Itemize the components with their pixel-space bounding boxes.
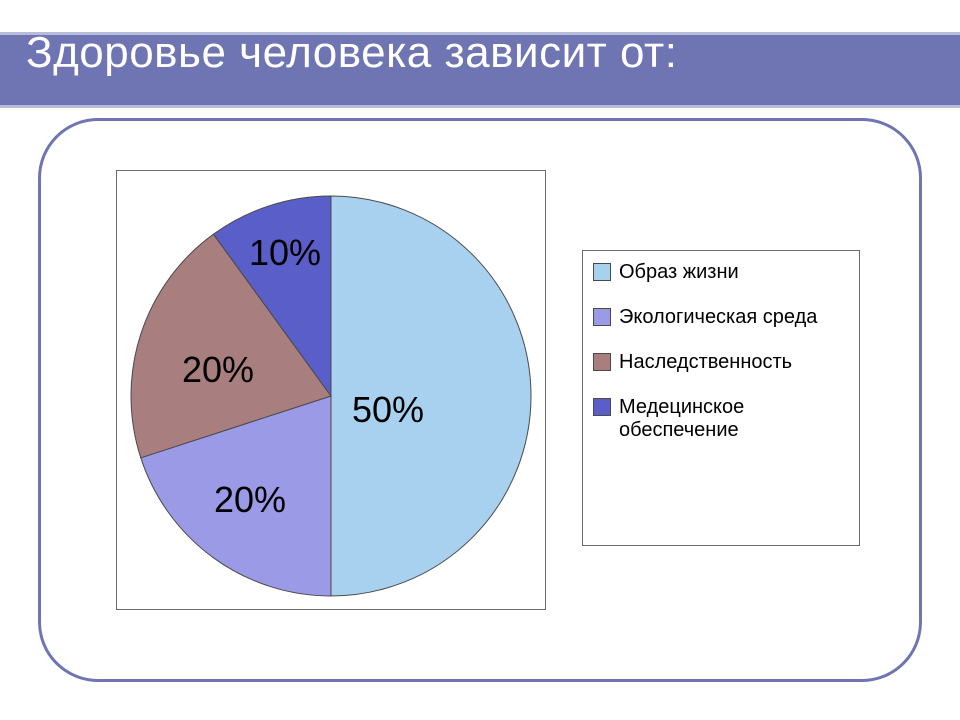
legend-label: Образ жизни xyxy=(619,261,739,284)
legend-item: Наследственность xyxy=(593,351,833,374)
legend-label: Наследственность xyxy=(619,351,792,374)
legend-item: Экологическая среда xyxy=(593,306,833,329)
legend-label: Экологическая среда xyxy=(619,306,817,329)
legend-item: Образ жизни xyxy=(593,261,833,284)
legend-label: Медецинское обеспечение xyxy=(619,396,833,442)
legend-swatch xyxy=(593,353,611,371)
legend-swatch xyxy=(593,308,611,326)
slice-label: 10% xyxy=(249,232,321,274)
legend-swatch xyxy=(593,263,611,281)
legend-item: Медецинское обеспечение xyxy=(593,396,833,442)
slice-label: 20% xyxy=(182,349,254,391)
legend: Образ жизни Экологическая среда Наследстве… xyxy=(582,250,860,546)
slice-label: 50% xyxy=(352,389,424,431)
slice-label: 20% xyxy=(214,479,286,521)
legend-swatch xyxy=(593,398,611,416)
